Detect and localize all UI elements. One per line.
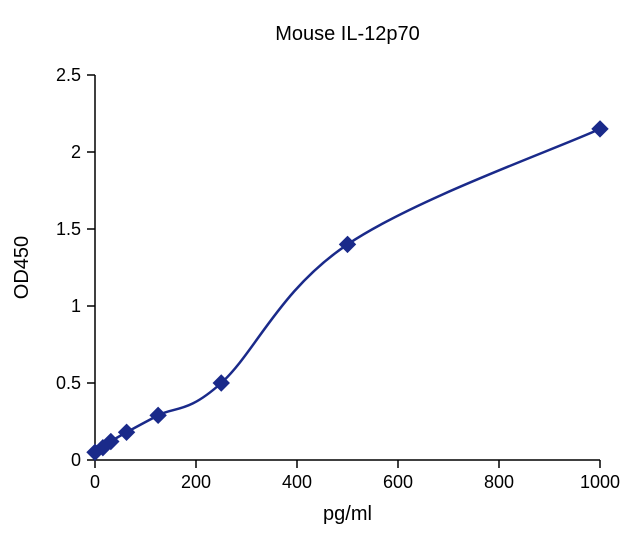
- y-tick-label: 1: [71, 296, 81, 316]
- data-marker: [150, 407, 166, 423]
- x-axis-label: pg/ml: [323, 503, 372, 525]
- y-axis: 0 0.5 1 1.5 2 2.5: [56, 65, 95, 470]
- chart-title: Mouse IL-12p70: [275, 23, 420, 45]
- chart-container: Mouse IL-12p70 0 0.5 1 1.5 2 2.5 0 200 400 600 80…: [0, 0, 627, 546]
- line-chart: Mouse IL-12p70 0 0.5 1 1.5 2 2.5 0 200 400 600 80…: [0, 0, 627, 546]
- series-line: [95, 129, 600, 452]
- x-tick-label: 800: [484, 472, 514, 492]
- y-axis-label: OD450: [11, 236, 33, 299]
- x-tick-label: 200: [181, 472, 211, 492]
- y-tick-label: 1.5: [56, 219, 81, 239]
- data-marker: [119, 424, 135, 440]
- y-tick-label: 2: [71, 142, 81, 162]
- data-marker: [592, 121, 608, 137]
- y-tick-label: 0.5: [56, 373, 81, 393]
- y-tick-label: 0: [71, 450, 81, 470]
- x-axis: 0 200 400 600 800 1000: [90, 460, 620, 492]
- series-markers: [87, 121, 608, 460]
- x-tick-label: 600: [383, 472, 413, 492]
- x-tick-label: 1000: [580, 472, 620, 492]
- x-tick-label: 0: [90, 472, 100, 492]
- y-tick-label: 2.5: [56, 65, 81, 85]
- data-marker: [340, 236, 356, 252]
- x-tick-label: 400: [282, 472, 312, 492]
